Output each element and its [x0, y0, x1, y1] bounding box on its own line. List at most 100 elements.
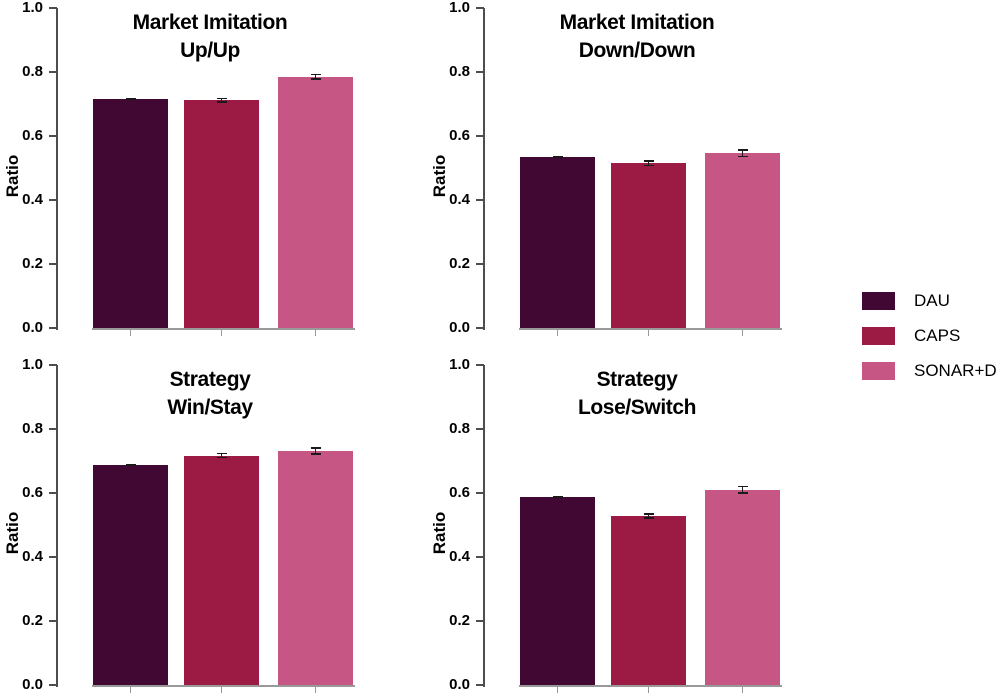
y-tick-label: 0.6: [449, 484, 470, 501]
error-bar: [310, 73, 321, 80]
legend-label: SONAR+D: [914, 361, 997, 380]
y-tick-label: 0.6: [449, 127, 470, 144]
x-tick: [314, 687, 317, 693]
error-bar-cap-top: [737, 485, 748, 488]
y-tick-label: 0.2: [22, 255, 43, 272]
chart-title-line1: Market Imitation: [132, 11, 288, 34]
y-tick-label: 0.4: [449, 548, 470, 565]
chart-title-line2: Lose/Switch: [577, 396, 697, 419]
y-tick-label: 1.0: [449, 0, 470, 16]
error-bar-line: [220, 452, 223, 459]
x-tick: [556, 330, 559, 336]
x-tick: [647, 687, 650, 693]
error-bar-cap-bottom: [125, 464, 136, 467]
error-bar-cap-bottom: [216, 456, 227, 459]
bar-caps: [184, 100, 259, 328]
legend-swatch-sonar-d: [862, 362, 895, 380]
legend: DAU CAPS SONAR+D: [862, 292, 997, 397]
legend-entry-caps: CAPS: [862, 327, 997, 345]
y-tick-label: 0.0: [449, 319, 470, 336]
y-axis-label: Ratio: [3, 154, 22, 198]
error-bar-cap-top: [737, 149, 748, 151]
error-bar: [552, 495, 563, 499]
y-tick: [49, 135, 57, 137]
bar-sonar-d: [278, 451, 353, 685]
plot-area: 0.0 0.2 0.4 0.6 0.8 1.0: [22, 0, 363, 336]
y-tick: [49, 327, 57, 329]
error-bar: [737, 485, 748, 494]
legend-label: DAU: [914, 291, 950, 310]
y-axis-line: [56, 365, 58, 687]
chart-strategy-win-stay: Strategy Win/Stay Ratio 0.0 0.2 0.4 0.6 0.8 1…: [0, 356, 413, 696]
y-tick: [49, 364, 57, 366]
error-bar: [552, 155, 563, 159]
y-tick: [476, 327, 484, 329]
error-bar: [125, 97, 136, 101]
bar-caps: [611, 163, 686, 328]
y-tick: [476, 684, 484, 686]
y-tick: [49, 556, 57, 558]
y-tick-label: 0.8: [22, 420, 43, 437]
y-tick: [49, 71, 57, 73]
y-tick-label: 1.0: [22, 0, 43, 16]
y-tick-label: 0.0: [22, 319, 43, 336]
y-tick: [476, 428, 484, 430]
error-bar-line: [314, 447, 317, 455]
x-tick: [556, 687, 559, 693]
error-bar-cap-bottom: [125, 98, 136, 101]
error-bar: [310, 447, 321, 455]
y-tick: [49, 492, 57, 494]
error-bar-line: [314, 73, 317, 80]
chart-title: Strategy Lose/Switch: [484, 366, 790, 422]
plot-area: 0.0 0.2 0.4 0.6 0.8 1.0: [449, 0, 790, 336]
chart-title-line1: Strategy: [169, 368, 251, 391]
y-tick: [476, 620, 484, 622]
x-axis-line: [92, 328, 355, 330]
error-bar-cap-bottom: [310, 78, 321, 80]
error-bar-cap-top: [643, 513, 654, 515]
error-bar-line: [741, 485, 744, 494]
y-tick-label: 0.0: [449, 676, 470, 693]
error-bar: [643, 160, 654, 167]
x-tick: [129, 330, 132, 336]
y-tick-label: 0.4: [449, 191, 470, 208]
bar-sonar-d: [705, 153, 780, 328]
x-axis-line: [519, 685, 782, 687]
y-axis-label: Ratio: [3, 511, 22, 555]
error-bar-cap-bottom: [737, 155, 748, 158]
legend-swatch-caps: [862, 327, 895, 345]
error-bar-cap-top: [643, 160, 654, 162]
x-tick: [220, 330, 223, 336]
y-tick: [476, 199, 484, 201]
error-bar-cap-top: [310, 447, 321, 449]
x-tick: [220, 687, 223, 693]
error-bar-cap-bottom: [737, 492, 748, 494]
error-bar-cap-top: [552, 495, 563, 498]
y-axis-line: [483, 8, 485, 330]
y-tick: [49, 199, 57, 201]
y-tick: [49, 7, 57, 9]
bar-caps: [184, 455, 259, 685]
x-axis-line: [519, 328, 782, 330]
y-tick-label: 0.4: [22, 548, 43, 565]
error-bar-cap-top: [125, 97, 136, 100]
error-bar-cap-top: [216, 452, 227, 455]
error-bar: [737, 149, 748, 158]
x-axis-line: [92, 685, 355, 687]
chart-title-line2: Up/Up: [180, 39, 240, 62]
y-tick-label: 0.6: [22, 484, 43, 501]
x-tick: [741, 330, 744, 336]
y-tick: [476, 492, 484, 494]
legend-label: CAPS: [914, 326, 961, 345]
legend-swatch-dau: [862, 292, 895, 310]
bar-dau: [520, 156, 595, 328]
y-tick-label: 1.0: [449, 356, 470, 373]
bar-dau: [520, 497, 595, 685]
y-tick: [49, 620, 57, 622]
y-tick-label: 1.0: [22, 356, 43, 373]
chart-title: Market Imitation Down/Down: [484, 9, 790, 65]
error-bar-cap-top: [125, 463, 136, 466]
x-tick: [129, 687, 132, 693]
plot-area: 0.0 0.2 0.4 0.6 0.8 1.0: [22, 356, 363, 693]
